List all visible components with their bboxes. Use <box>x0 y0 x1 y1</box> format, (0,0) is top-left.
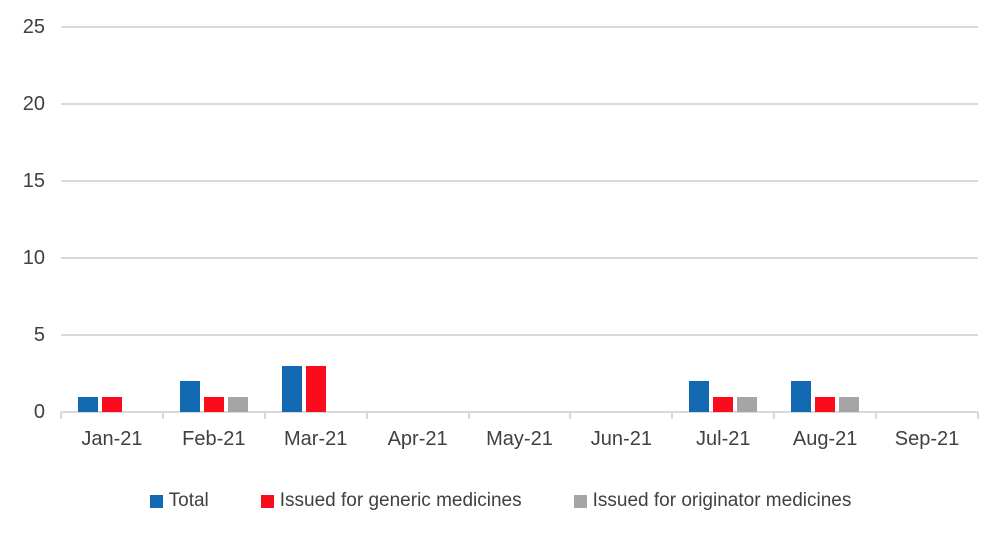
legend-item: Total <box>149 490 209 512</box>
bar-total <box>179 381 200 412</box>
x-axis-category-label: May-21 <box>486 428 553 450</box>
plot-area <box>60 26 979 419</box>
x-axis-category-label: Jul-21 <box>696 428 751 450</box>
bar-issued-for-generic-medicines <box>203 396 224 412</box>
y-axis-tick-label: 25 <box>22 16 45 38</box>
legend: Total Issued for generic medicines Issued … <box>0 490 1001 512</box>
x-axis-category-label: Feb-21 <box>182 428 246 450</box>
gridline <box>61 103 978 105</box>
legend-label: Total <box>168 490 209 511</box>
legend-item: Issued for originator medicines <box>573 490 852 512</box>
x-axis-line <box>61 411 978 413</box>
x-axis-category-label: Jan-21 <box>81 428 143 450</box>
legend-item: Issued for generic medicines <box>260 490 522 512</box>
axis-tick <box>671 412 674 419</box>
axis-tick <box>60 412 62 419</box>
legend-swatch-icon <box>260 494 274 508</box>
bar-issued-for-originator-medicines <box>839 396 860 412</box>
bar-total <box>77 396 98 412</box>
legend-swatch-icon <box>573 494 587 508</box>
axis-tick <box>773 412 776 419</box>
legend-label: Issued for originator medicines <box>592 490 852 511</box>
x-axis-category-label: Sep-21 <box>894 428 960 450</box>
axis-tick <box>365 412 368 419</box>
y-axis-tick-label: 20 <box>22 93 45 115</box>
bar-issued-for-generic-medicines <box>815 396 836 412</box>
y-axis-tick-label: 15 <box>22 170 45 192</box>
legend-swatch-icon <box>149 494 163 508</box>
bar-total <box>689 381 710 412</box>
x-axis-category-label: Apr-21 <box>387 428 448 450</box>
y-axis-tick-label: 0 <box>33 401 45 423</box>
bar-total <box>791 381 812 412</box>
gridline <box>61 26 978 28</box>
gridline <box>61 180 978 182</box>
gridline <box>61 257 978 259</box>
x-axis-category-label: Jun-21 <box>590 428 652 450</box>
axis-tick <box>467 412 470 419</box>
bar-issued-for-generic-medicines <box>713 396 734 412</box>
y-axis-tick-label: 10 <box>22 247 45 269</box>
axis-tick <box>875 412 878 419</box>
y-axis-tick-label: 5 <box>33 324 45 346</box>
axis-tick <box>569 412 572 419</box>
bar-issued-for-generic-medicines <box>101 396 122 412</box>
x-axis-category-label: Aug-21 <box>792 428 858 450</box>
axis-tick <box>263 412 266 419</box>
x-axis-category-label: Mar-21 <box>284 428 348 450</box>
bar-total <box>281 365 302 412</box>
legend-label: Issued for generic medicines <box>279 490 522 511</box>
axis-tick <box>161 412 164 419</box>
bar-issued-for-originator-medicines <box>227 396 248 412</box>
axis-tick <box>977 412 979 419</box>
gridline <box>61 334 978 336</box>
bar-issued-for-generic-medicines <box>305 365 326 412</box>
bar-issued-for-originator-medicines <box>737 396 758 412</box>
